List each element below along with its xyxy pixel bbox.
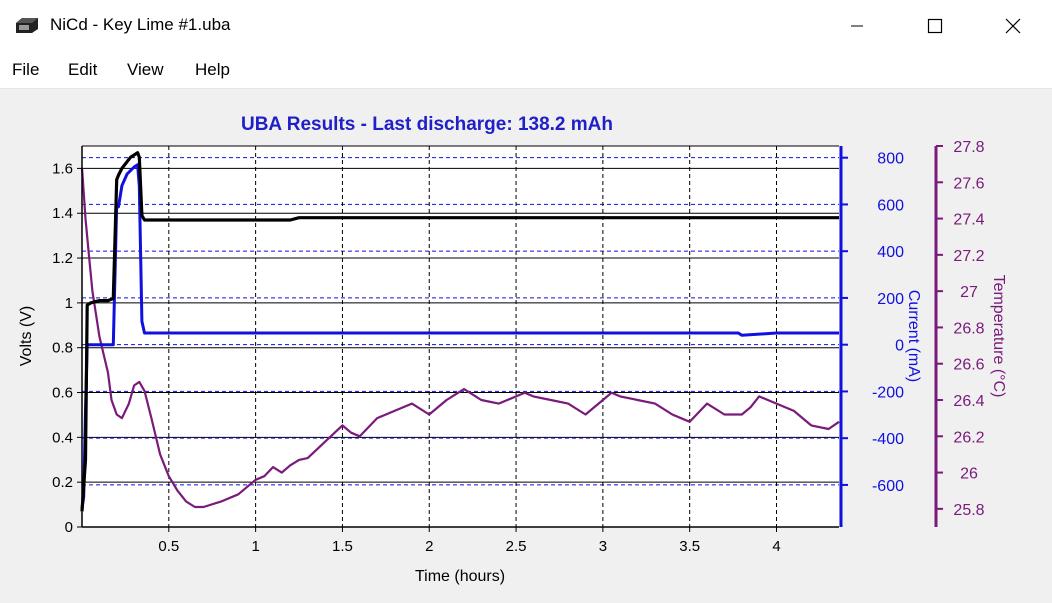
close-button[interactable] (974, 0, 1052, 52)
time-tick-label: 3 (599, 538, 607, 555)
uba-results-chart: 0 0.2 0.4 0.6 0.8 1 1.2 1.4 1.6 0.5 1 1.5 2 2.5 3 3.5 4 -… (18, 114, 1007, 585)
current-tick-label: 400 (877, 244, 904, 261)
volt-tick-label: 1.6 (52, 160, 73, 177)
volt-tick-label: 0.4 (52, 429, 73, 446)
current-tick-label: -200 (872, 384, 904, 401)
current-tick-label: -400 (872, 431, 904, 448)
temperature-tick-label: 27.6 (953, 175, 984, 192)
temperature-tick-label: 26.2 (953, 429, 984, 446)
current-axis-label: Current (mA) (905, 290, 922, 382)
y-axis-label: Volts (V) (18, 306, 35, 366)
maximize-button[interactable] (896, 0, 974, 52)
time-tick-label: 1 (251, 538, 259, 555)
current-tick-label: 600 (877, 197, 904, 214)
volt-tick-label: 0 (65, 519, 73, 536)
temperature-tick-label: 26.6 (953, 357, 984, 374)
current-tick-label: -600 (872, 478, 904, 495)
volt-tick-label: 1 (65, 295, 73, 312)
temperature-tick-label: 27.8 (953, 139, 984, 156)
time-tick-label: 2 (425, 538, 433, 555)
chart-area: 0 0.2 0.4 0.6 0.8 1 1.2 1.4 1.6 0.5 1 1.5 2 2.5 3 3.5 4 -… (0, 89, 1052, 603)
temperature-tick-label: 26.8 (953, 320, 984, 337)
temperature-tick-label: 26.4 (953, 393, 984, 410)
time-tick-label: 3.5 (679, 538, 700, 555)
time-tick-label: 1.5 (332, 538, 353, 555)
menu-edit[interactable]: Edit (68, 60, 98, 79)
minimize-icon (851, 25, 863, 27)
temperature-tick-label: 27.4 (953, 212, 984, 229)
battery-analyzer-icon (16, 18, 38, 33)
x-axis-label: Time (hours) (415, 568, 505, 585)
window-title: NiCd - Key Lime #1.uba (50, 15, 231, 34)
chart-title: UBA Results - Last discharge: 138.2 mAh (241, 114, 613, 135)
menu-file[interactable]: File (12, 60, 40, 79)
time-tick-label: 2.5 (506, 538, 527, 555)
current-tick-label: 200 (877, 291, 904, 308)
volt-tick-label: 0.6 (52, 385, 73, 402)
title-bar[interactable]: NiCd - Key Lime #1.uba (0, 0, 1052, 52)
temperature-tick-label: 26 (960, 466, 978, 483)
temperature-axis-label: Temperature (°C) (990, 275, 1007, 398)
volt-tick-label: 1.4 (52, 205, 73, 222)
voltage-series-line (80, 151, 839, 512)
close-icon (1005, 18, 1021, 34)
current-tick-label: 0 (895, 338, 904, 355)
time-tick-label: 0.5 (158, 538, 179, 555)
maximize-icon (927, 18, 943, 34)
plot-background (82, 146, 839, 527)
time-tick-label: 4 (772, 538, 780, 555)
menu-view[interactable]: View (127, 60, 164, 79)
current-series-line (80, 163, 839, 509)
volt-tick-label: 0.8 (52, 340, 73, 357)
temperature-tick-label: 27.2 (953, 248, 984, 265)
minimize-button[interactable] (818, 0, 896, 52)
volt-tick-label: 0.2 (52, 474, 73, 491)
temperature-tick-label: 25.8 (953, 502, 984, 519)
current-tick-label: 800 (877, 151, 904, 168)
volt-tick-label: 1.2 (52, 250, 73, 267)
temperature-series-line (80, 167, 840, 509)
menu-bar: File Edit View Help (0, 52, 1052, 89)
menu-help[interactable]: Help (195, 60, 230, 79)
temperature-tick-label: 27 (960, 284, 978, 301)
